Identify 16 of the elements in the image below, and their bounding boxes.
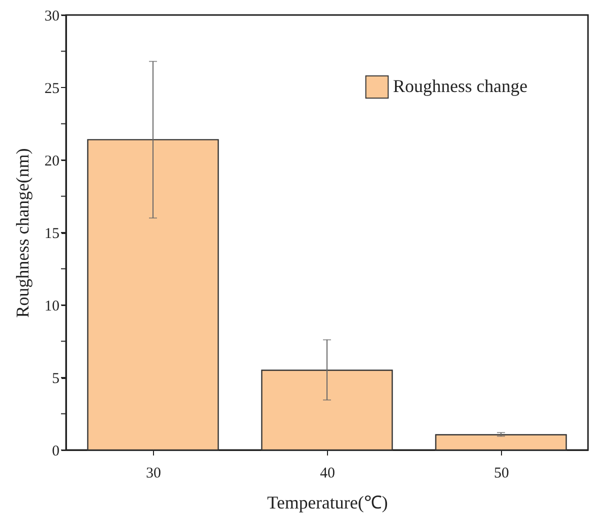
- bar: [87, 139, 219, 451]
- y-tick-label: 10: [44, 298, 60, 314]
- legend-label: Roughness change: [393, 76, 528, 96]
- y-axis-title: Roughness change(nm): [12, 148, 32, 318]
- y-tick-label: 25: [44, 81, 60, 97]
- x-tick-label: 40: [320, 466, 335, 482]
- x-tick-label: 30: [146, 466, 161, 482]
- y-tick-label: 30: [44, 8, 60, 24]
- y-tick-label: 0: [52, 444, 60, 460]
- x-tick-label: 50: [494, 466, 509, 482]
- y-tick-label: 15: [44, 226, 60, 242]
- y-tick-label: 5: [52, 371, 60, 387]
- y-tick-label: 20: [44, 154, 60, 170]
- bar: [261, 370, 393, 451]
- bar: [435, 434, 567, 451]
- x-axis-title: Temperature(℃): [267, 492, 388, 512]
